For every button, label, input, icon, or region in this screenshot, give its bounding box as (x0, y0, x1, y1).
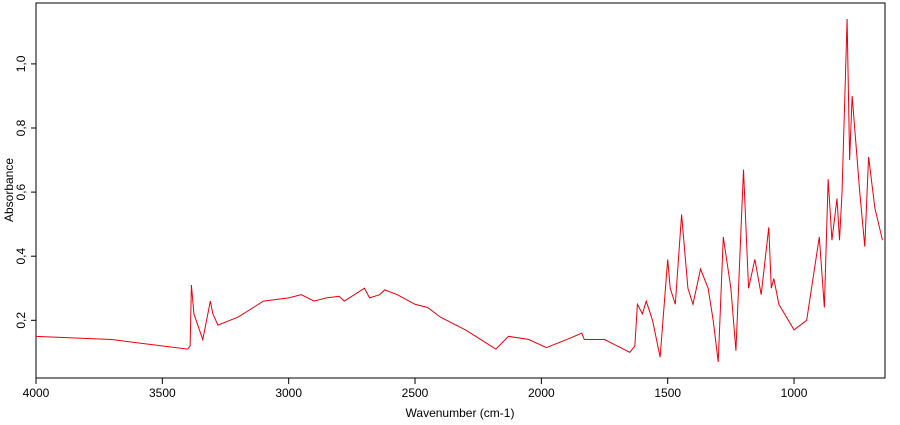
x-tick-label: 3500 (149, 386, 176, 400)
x-tick-label: 3000 (275, 386, 302, 400)
plot-frame (35, 2, 886, 379)
y-tick-label: 0,8 (14, 119, 28, 136)
y-tick-label: 1,0 (14, 55, 28, 72)
y-tick-label: 0,4 (14, 248, 28, 265)
x-tick-label: 2000 (528, 386, 555, 400)
x-tick-label: 2500 (402, 386, 429, 400)
x-tick-label: 4000 (23, 386, 50, 400)
x-axis-label: Wavenumber (cm-1) (406, 406, 515, 420)
y-axis-label: Absorbance (2, 158, 16, 222)
y-tick-label: 0,6 (14, 183, 28, 200)
y-tick-label: 0,2 (14, 312, 28, 329)
x-tick-label: 1000 (781, 386, 808, 400)
spectrum-line (35, 19, 883, 363)
x-tick-label: 1500 (654, 386, 681, 400)
